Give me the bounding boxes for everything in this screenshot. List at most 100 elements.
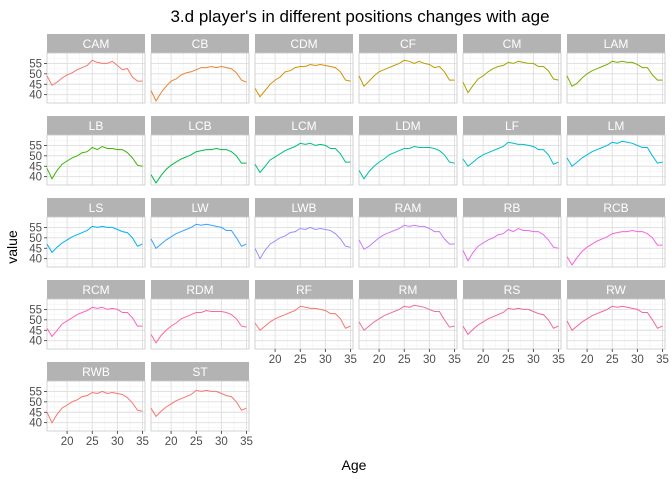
facet-panel-rw: RW 20 25 30 35 [566, 280, 669, 366]
facet-strip [47, 116, 145, 135]
facet-panel-cf: CF [358, 34, 458, 104]
facet-panel-rdm: RDM [150, 280, 250, 350]
panel-background [463, 53, 561, 103]
facet-strip [359, 34, 457, 53]
panel-border [462, 52, 562, 104]
facet-strip [151, 34, 249, 53]
facet-strip [151, 362, 249, 381]
facet-panel-cm: CM [462, 34, 562, 104]
facet-strip-label: CAM [83, 37, 110, 51]
y-tick-label: 45 [29, 243, 42, 255]
facet-panel-lcb: LCB [150, 116, 250, 186]
panel-background [359, 135, 457, 185]
y-tick-label: 45 [29, 325, 42, 337]
panel-border [566, 134, 666, 186]
series-line-lw [150, 223, 247, 250]
panel-border [254, 52, 354, 104]
facet-panel-lm: LM [566, 116, 666, 186]
panel-border [150, 52, 250, 104]
facet-panel-lf: LF [462, 116, 562, 186]
facet-strip [567, 34, 665, 53]
facet-strip-label: LWB [291, 201, 316, 215]
y-axis-label: value [4, 230, 20, 264]
series-line-lb [46, 145, 143, 180]
panel-border [566, 52, 666, 104]
y-tick-label: 55 [29, 140, 42, 152]
panel-background [151, 299, 249, 349]
facet-panel-ram: RAM [358, 198, 458, 268]
facet-strip-label: RCM [82, 283, 109, 297]
facet-panel-rb: RB [462, 198, 562, 268]
y-tick-label: 45 [29, 407, 42, 419]
facet-panel-rcb: RCB [566, 198, 666, 268]
x-tick-label: 35 [136, 436, 149, 448]
x-tick-label: 20 [373, 354, 386, 366]
facet-strip [151, 280, 249, 299]
panel-background [151, 135, 249, 185]
x-tick-label: 35 [344, 354, 357, 366]
panel-background [255, 217, 353, 267]
series-line-rw [566, 305, 663, 332]
facet-strip [359, 198, 457, 217]
panel-background [47, 217, 145, 267]
facet-panel-rs: RS 20 25 30 35 [462, 280, 565, 366]
y-tick-label: 55 [29, 386, 42, 398]
panel-background [151, 381, 249, 431]
x-tick-label: 25 [502, 354, 515, 366]
facet-strip [151, 198, 249, 217]
x-tick-label: 30 [527, 354, 540, 366]
series-line-rm [358, 304, 455, 332]
y-tick-label: 50 [29, 151, 42, 163]
y-tick-label: 45 [29, 79, 42, 91]
panel-border [462, 216, 562, 268]
x-tick-label: 30 [215, 436, 228, 448]
panel-border [358, 216, 458, 268]
panel-background [359, 299, 457, 349]
x-tick-label: 20 [165, 436, 178, 448]
facet-strip [47, 198, 145, 217]
panel-background [567, 217, 665, 267]
panel-border [358, 134, 458, 186]
panel-border [46, 216, 146, 268]
panel-border [150, 380, 250, 432]
facet-panel-rm: RM 20 25 30 35 [358, 280, 461, 366]
panel-border [462, 298, 562, 350]
panel-border [46, 380, 146, 432]
facet-strip [47, 362, 145, 381]
facet-strip-label: RM [399, 283, 418, 297]
y-tick-label: 50 [29, 315, 42, 327]
panel-border [254, 134, 354, 186]
panel-background [151, 217, 249, 267]
series-line-st [150, 389, 247, 418]
facet-strip-label: RS [504, 283, 521, 297]
facet-strip [255, 34, 353, 53]
panel-border [46, 298, 146, 350]
panel-border [150, 298, 250, 350]
x-tick-label: 25 [190, 436, 203, 448]
facet-strip [567, 198, 665, 217]
x-tick-label: 20 [61, 436, 74, 448]
x-tick-label: 35 [656, 354, 669, 366]
series-line-lcm [254, 142, 351, 174]
facet-panel-cb: CB [150, 34, 250, 104]
y-tick-label: 50 [29, 397, 42, 409]
x-tick-label: 25 [294, 354, 307, 366]
series-line-rs [462, 307, 559, 336]
facet-strip-label: ST [192, 365, 208, 379]
facet-strip-label: LW [191, 201, 209, 215]
y-tick-label: 45 [29, 161, 42, 173]
series-line-lwb [254, 226, 351, 260]
facet-panel-cdm: CDM [254, 34, 354, 104]
panel-border [358, 52, 458, 104]
facet-strip [463, 198, 561, 217]
facet-strip-label: RAM [395, 201, 422, 215]
x-tick-label: 25 [606, 354, 619, 366]
facet-strip [151, 116, 249, 135]
x-tick-label: 20 [581, 354, 594, 366]
series-line-ldm [358, 145, 455, 180]
facet-strip-label: CB [192, 37, 209, 51]
